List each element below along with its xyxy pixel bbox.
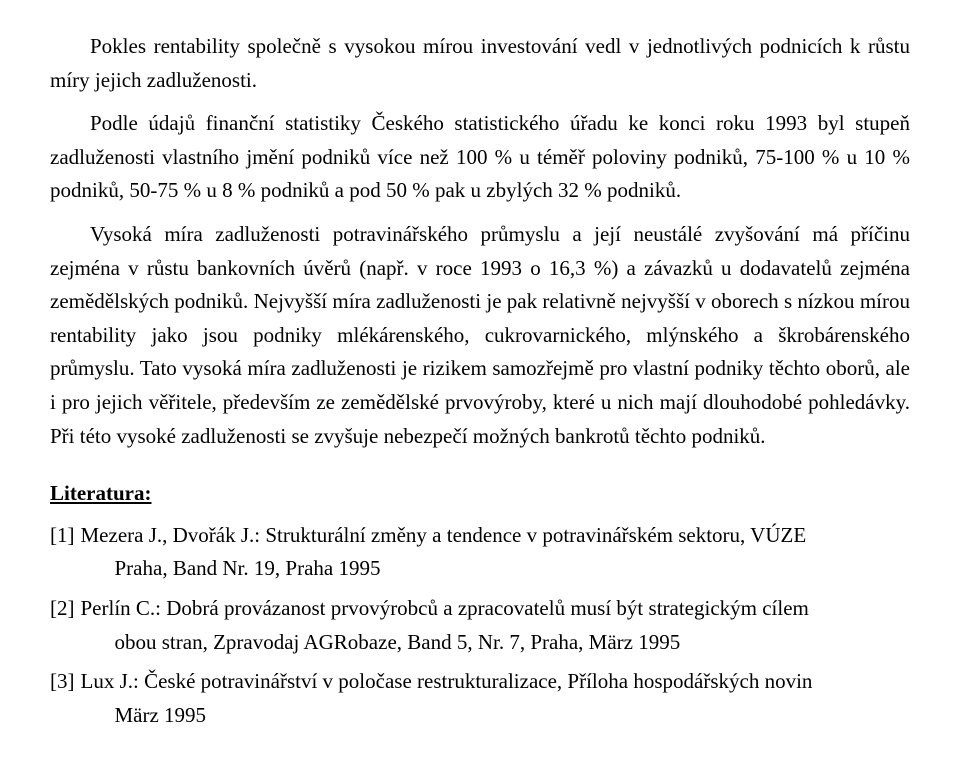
reference-line: März 1995 [81, 699, 911, 733]
reference-line: Mezera J., Dvořák J.: Strukturální změny… [81, 519, 911, 553]
reference-number: [3] [50, 665, 81, 732]
literature-heading: Literatura: [50, 477, 910, 511]
reference-line: Praha, Band Nr. 19, Praha 1995 [81, 552, 911, 586]
paragraph-1: Pokles rentability společně s vysokou mí… [50, 30, 910, 97]
reference-number: [2] [50, 592, 81, 659]
reference-number: [1] [50, 519, 81, 586]
paragraph-2: Podle údajů finanční statistiky Českého … [50, 107, 910, 208]
reference-body: Lux J.: České potravinářství v poločase … [81, 665, 911, 732]
reference-item: [2] Perlín C.: Dobrá provázanost prvovýr… [50, 592, 910, 659]
reference-line: Lux J.: České potravinářství v poločase … [81, 665, 911, 699]
reference-line: Perlín C.: Dobrá provázanost prvovýrobců… [81, 592, 911, 626]
reference-line: obou stran, Zpravodaj AGRobaze, Band 5, … [81, 626, 911, 660]
reference-item: [1] Mezera J., Dvořák J.: Strukturální z… [50, 519, 910, 586]
paragraph-3: Vysoká míra zadluženosti potravinářského… [50, 218, 910, 453]
reference-item: [3] Lux J.: České potravinářství v poloč… [50, 665, 910, 732]
reference-body: Perlín C.: Dobrá provázanost prvovýrobců… [81, 592, 911, 659]
reference-body: Mezera J., Dvořák J.: Strukturální změny… [81, 519, 911, 586]
